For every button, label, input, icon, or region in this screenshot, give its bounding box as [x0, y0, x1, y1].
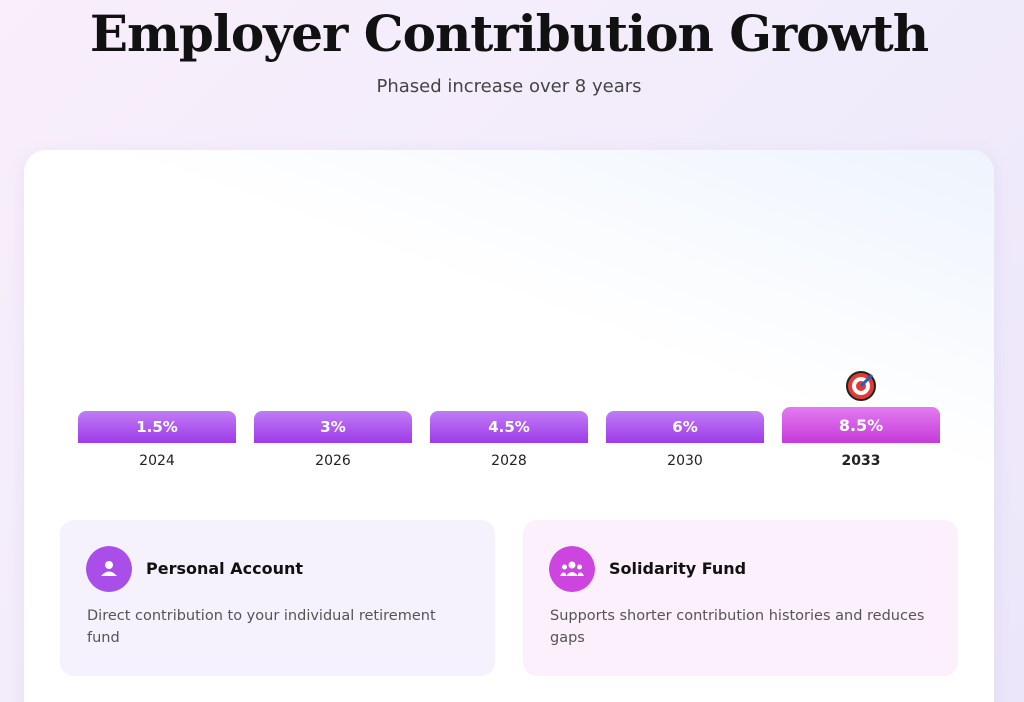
card-description: Direct contribution to your individual r…	[87, 608, 436, 646]
year: 2026	[315, 453, 351, 469]
card-title: Solidarity Fund	[609, 559, 747, 578]
group-icon	[549, 546, 595, 592]
person-icon	[86, 546, 132, 592]
bar: 4.5%	[430, 411, 588, 443]
year: 2028	[491, 453, 527, 469]
bar: 6%	[606, 411, 764, 443]
bar: 1.5%	[78, 411, 236, 443]
card-title: Personal Account	[146, 559, 303, 578]
target-icon	[846, 371, 876, 401]
bar: 3%	[254, 411, 412, 443]
year: 2024	[139, 453, 175, 469]
title: Employer Contribution Growth	[89, 4, 929, 63]
card	[523, 520, 958, 676]
year: 2033	[841, 453, 881, 469]
year: 2030	[667, 453, 703, 469]
card-description: Supports shorter contribution histories …	[550, 608, 925, 646]
subtitle: Phased increase over 8 years	[376, 76, 642, 97]
bar: 8.5%	[782, 407, 940, 443]
card	[60, 520, 495, 676]
